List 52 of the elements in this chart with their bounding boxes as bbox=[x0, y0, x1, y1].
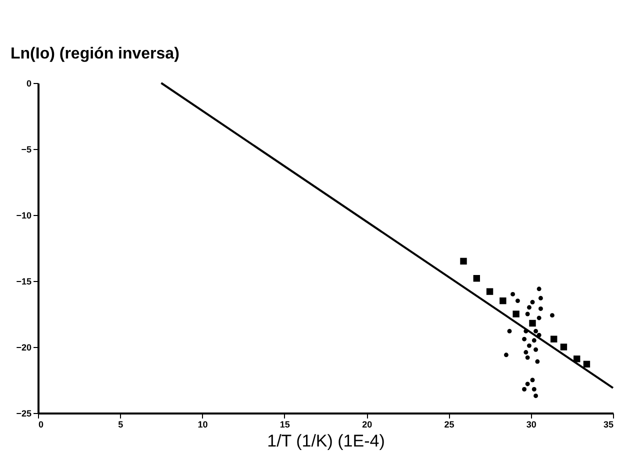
x-tick-label: 15 bbox=[280, 420, 290, 430]
point bbox=[473, 275, 480, 282]
point bbox=[532, 387, 536, 392]
point bbox=[529, 320, 536, 327]
point bbox=[550, 313, 554, 318]
y-tick-label: −25 bbox=[16, 408, 32, 418]
x-axis-title: 1/T (1/K) (1E-4) bbox=[267, 432, 385, 450]
point bbox=[534, 328, 538, 334]
point bbox=[515, 298, 520, 304]
y-tick-label: −20 bbox=[16, 342, 32, 352]
point bbox=[534, 347, 538, 352]
point bbox=[538, 296, 543, 300]
point bbox=[536, 316, 542, 320]
point bbox=[530, 300, 535, 304]
point bbox=[536, 332, 542, 338]
point bbox=[525, 355, 530, 360]
point bbox=[526, 305, 532, 310]
point bbox=[460, 258, 467, 265]
x-tick-label: 0 bbox=[38, 420, 44, 430]
point bbox=[522, 387, 527, 392]
x-tick-label: 35 bbox=[603, 420, 614, 430]
point bbox=[510, 292, 516, 296]
point bbox=[524, 350, 528, 355]
point bbox=[504, 352, 508, 358]
x-tick-label: 10 bbox=[198, 420, 208, 430]
point bbox=[535, 359, 540, 364]
point bbox=[536, 286, 542, 292]
y-tick-label: −10 bbox=[16, 210, 32, 220]
point bbox=[583, 360, 590, 368]
point bbox=[550, 336, 558, 342]
point bbox=[526, 343, 532, 348]
point bbox=[486, 288, 494, 295]
point bbox=[530, 378, 535, 382]
point bbox=[522, 336, 527, 342]
point bbox=[574, 356, 580, 362]
y-tick-label: −5 bbox=[21, 144, 32, 154]
x-tick-label: 20 bbox=[362, 420, 372, 430]
x-tick-label: 30 bbox=[526, 420, 536, 430]
point bbox=[560, 344, 568, 350]
x-tick-label: 25 bbox=[444, 420, 454, 430]
x-tick-label: 5 bbox=[118, 420, 124, 430]
point bbox=[538, 306, 543, 311]
point bbox=[512, 310, 520, 318]
y-tick-label: 0 bbox=[26, 78, 32, 88]
point bbox=[500, 297, 506, 304]
y-tick-label: −15 bbox=[16, 276, 32, 286]
point bbox=[525, 312, 530, 316]
y-axis-title: Ln(Io) (región inversa) bbox=[10, 46, 180, 62]
point bbox=[507, 328, 512, 334]
point bbox=[525, 382, 530, 386]
point bbox=[532, 338, 536, 343]
point bbox=[534, 394, 538, 398]
